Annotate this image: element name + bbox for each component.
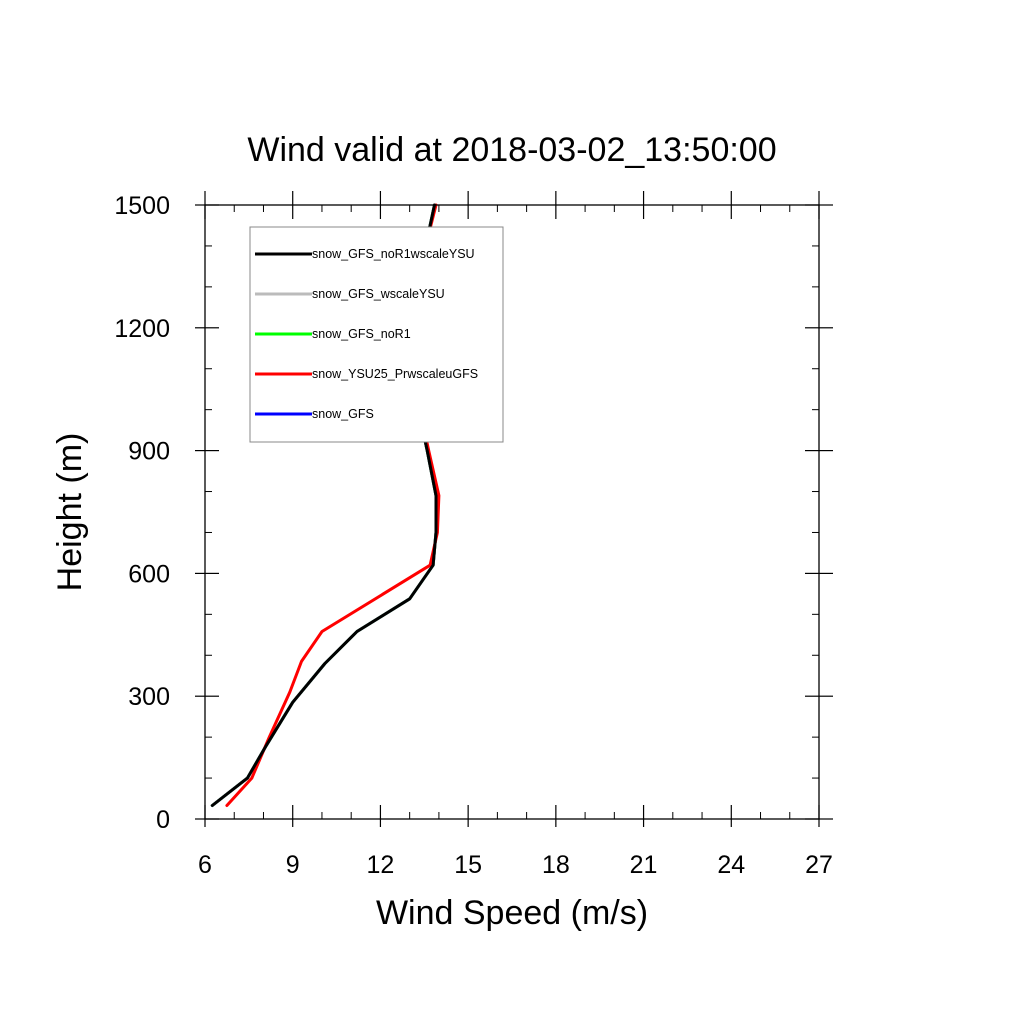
y-tick-label: 1500 <box>114 192 170 220</box>
legend-label: snow_GFS_noR1wscaleYSU <box>312 247 475 261</box>
y-tick-label: 900 <box>128 438 170 466</box>
legend-label: snow_GFS_wscaleYSU <box>312 287 445 301</box>
y-tick-label: 600 <box>128 560 170 588</box>
legend: snow_GFS_noR1wscaleYSU snow_GFS_wscaleYSU… <box>249 226 504 443</box>
y-tick-label: 0 <box>156 806 170 834</box>
x-tick-label: 21 <box>630 851 658 879</box>
x-tick-labels: 6 9 12 15 18 21 24 27 <box>198 851 833 879</box>
x-axis-title: Wind Speed (m/s) <box>376 894 648 932</box>
legend-label: snow_GFS_noR1 <box>312 327 411 341</box>
x-tick-label: 12 <box>367 851 395 879</box>
minor-ticks <box>205 205 819 819</box>
chart-title: Wind valid at 2018-03-02_13:50:00 <box>247 131 776 169</box>
legend-label: snow_YSU25_PrwscaleuGFS <box>312 367 478 381</box>
y-tick-label: 300 <box>128 683 170 711</box>
x-tick-label: 24 <box>717 851 745 879</box>
plot-frame <box>204 204 820 820</box>
y-tick-label: 1200 <box>114 315 170 343</box>
legend-label: snow_GFS <box>312 407 374 421</box>
y-axis-title: Height (m) <box>51 433 89 592</box>
x-tick-label: 15 <box>454 851 482 879</box>
x-tick-label: 6 <box>198 851 212 879</box>
y-tick-labels: 0 300 600 900 1200 1500 <box>114 192 170 834</box>
x-tick-label: 27 <box>805 851 833 879</box>
x-tick-label: 18 <box>542 851 570 879</box>
legend-entries: snow_GFS_noR1wscaleYSU snow_GFS_wscaleYSU… <box>255 247 478 421</box>
x-tick-label: 9 <box>286 851 300 879</box>
